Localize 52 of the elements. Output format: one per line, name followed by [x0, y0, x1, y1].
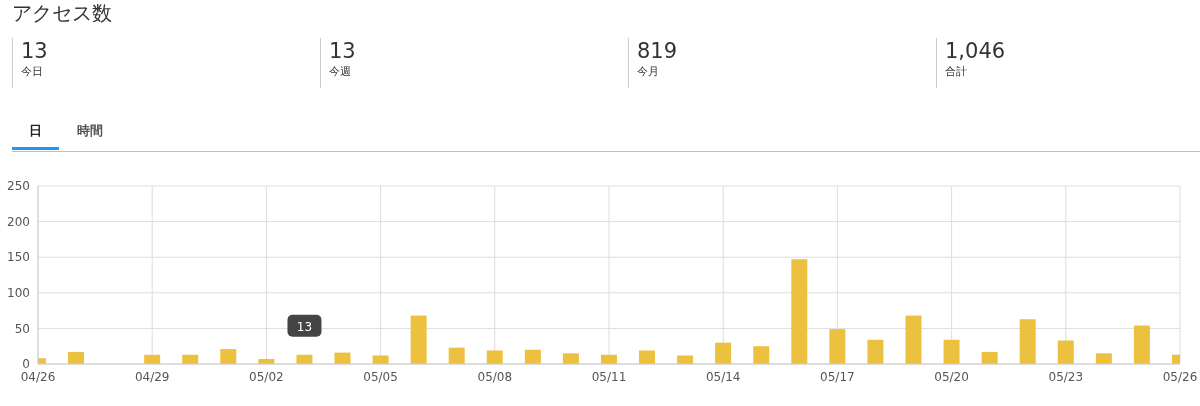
y-tick-label: 100 [7, 286, 30, 301]
text: 今月 [637, 64, 660, 80]
bar [372, 355, 389, 364]
bar [981, 351, 998, 364]
bar [715, 342, 732, 364]
text: 今週 [329, 64, 352, 80]
y-tick-label: 250 [7, 179, 30, 194]
bar [905, 315, 922, 364]
x-tick-label: 05/14 [705, 369, 741, 384]
annotation: 13 [296, 319, 313, 334]
x-tick-label: 05/11 [591, 369, 627, 384]
x-tick-label: 05/20 [934, 369, 969, 384]
x-tick-label: 05/23 [1048, 369, 1084, 384]
bar [1095, 353, 1112, 364]
text: 1,046 [945, 38, 1006, 64]
bar [448, 347, 465, 364]
chart-title: アクセス数 [12, 0, 112, 27]
bar [867, 339, 884, 364]
x-tick-label: 04/26 [20, 369, 56, 384]
y-tick-label: 0 [22, 357, 30, 372]
y-tick-label: 150 [7, 250, 30, 265]
bar [753, 346, 770, 364]
bar [1019, 319, 1036, 364]
x-tick-label: 04/29 [134, 369, 170, 384]
bar [486, 350, 503, 364]
bar [829, 329, 846, 364]
text: 今日 [21, 64, 44, 80]
bar [220, 349, 237, 364]
bar [677, 355, 694, 364]
text: 日 [12, 120, 59, 150]
bar [68, 351, 85, 364]
x-tick-label: 05/26 [1162, 369, 1198, 384]
text: 13 [329, 38, 356, 64]
text: 13 [21, 38, 48, 64]
bar [791, 259, 808, 364]
y-tick-label: 50 [14, 321, 30, 336]
x-tick-label: 05/02 [249, 369, 284, 384]
x-tick-label: 05/17 [820, 369, 855, 384]
bar [524, 349, 541, 364]
x-tick-label: 05/05 [363, 369, 398, 384]
x-tick-label: 05/08 [477, 369, 513, 384]
text: 合計 [945, 64, 968, 80]
bar [1057, 340, 1074, 364]
bar [639, 350, 656, 364]
tooltip: 13 [287, 314, 322, 337]
bar [1133, 325, 1150, 364]
bar [943, 339, 960, 364]
text: 819 [637, 38, 678, 64]
text: 時間 [76, 122, 104, 140]
bar [562, 353, 579, 364]
bar [410, 315, 427, 364]
y-tick-label: 200 [7, 214, 30, 229]
